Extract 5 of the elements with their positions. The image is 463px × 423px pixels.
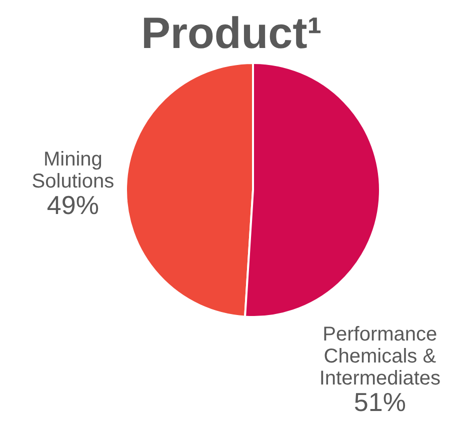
chart-title: Product¹	[141, 9, 322, 58]
slice-label: Mining Solutions	[32, 148, 114, 193]
slice-label: Performance Chemicals & Intermediates	[319, 324, 441, 390]
data-label: 51%	[354, 387, 406, 418]
data-label: 49%	[46, 190, 99, 220]
